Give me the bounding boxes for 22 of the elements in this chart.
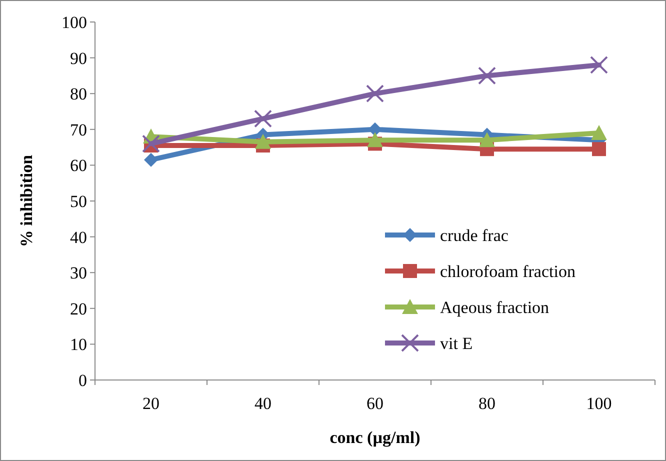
y-tick-label: 100 bbox=[62, 12, 87, 32]
y-tick-label: 40 bbox=[70, 228, 87, 247]
y-tick-label: 90 bbox=[70, 48, 87, 68]
y-tick-label: 20 bbox=[70, 299, 87, 318]
y-tick-label: 30 bbox=[70, 264, 87, 283]
y-tick-label: 80 bbox=[70, 84, 87, 104]
x-tick-label: 80 bbox=[478, 394, 496, 413]
legend-label: vit E bbox=[440, 334, 473, 353]
y-tick-label: 50 bbox=[70, 192, 87, 211]
x-tick-label: 60 bbox=[366, 394, 384, 413]
x-tick-label: 40 bbox=[254, 394, 272, 413]
legend-label: crude frac bbox=[440, 226, 509, 245]
y-tick-label: 10 bbox=[70, 335, 87, 354]
x-tick-label: 100 bbox=[586, 394, 612, 413]
legend-label: chlorofoam fraction bbox=[440, 262, 576, 281]
y-axis-title: % inhibition bbox=[17, 154, 36, 248]
y-tick-label: 0 bbox=[78, 370, 87, 390]
y-tick-label: 60 bbox=[70, 156, 87, 176]
x-tick-label: 20 bbox=[142, 394, 160, 413]
x-axis-title: conc (µg/ml) bbox=[330, 428, 420, 447]
y-tick-label: 70 bbox=[70, 120, 87, 140]
legend-label: Aqeous fraction bbox=[440, 298, 550, 317]
